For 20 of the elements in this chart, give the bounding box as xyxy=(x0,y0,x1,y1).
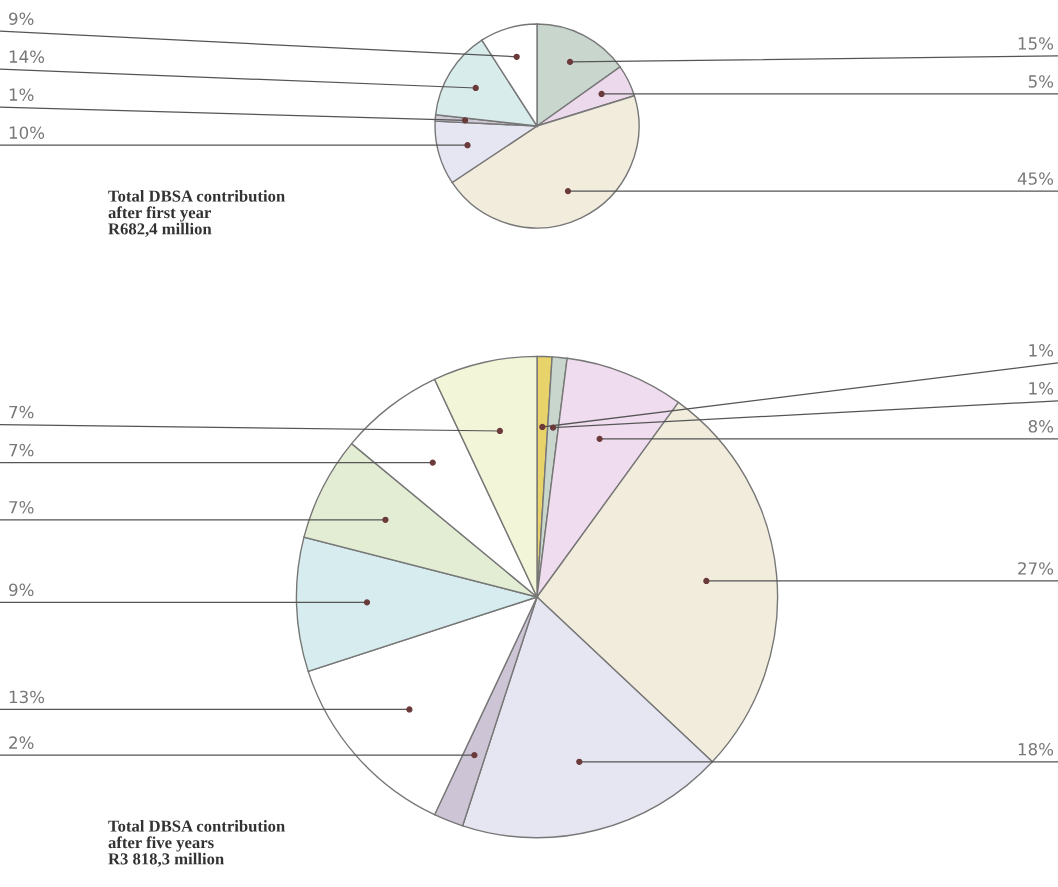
text: Total DBSA contribution after five years R3 818,3 million xyxy=(108,820,285,867)
data-label: 7% xyxy=(9,405,34,419)
data-label: 10% xyxy=(9,126,45,139)
data-label: 45% xyxy=(1017,172,1054,185)
data-label: 18% xyxy=(1018,742,1054,756)
data-label: 8% xyxy=(1028,420,1054,433)
data-label: 5% xyxy=(1028,75,1054,88)
data-label: 1% xyxy=(1029,382,1054,395)
data-label: 9% xyxy=(9,12,34,25)
data-label: 14% xyxy=(9,50,45,63)
data-label: 15% xyxy=(1018,37,1054,50)
data-label: 7% xyxy=(9,500,34,514)
data-label: 7% xyxy=(9,443,34,457)
text: Total DBSA contribution after first year R682,4 million xyxy=(108,190,285,237)
data-label: 1% xyxy=(9,88,34,101)
data-label: 9% xyxy=(9,583,34,597)
data-label: 1% xyxy=(1029,344,1054,357)
data-label: 27% xyxy=(1018,562,1054,575)
data-label: 13% xyxy=(9,690,45,704)
data-label: 2% xyxy=(9,736,34,749)
